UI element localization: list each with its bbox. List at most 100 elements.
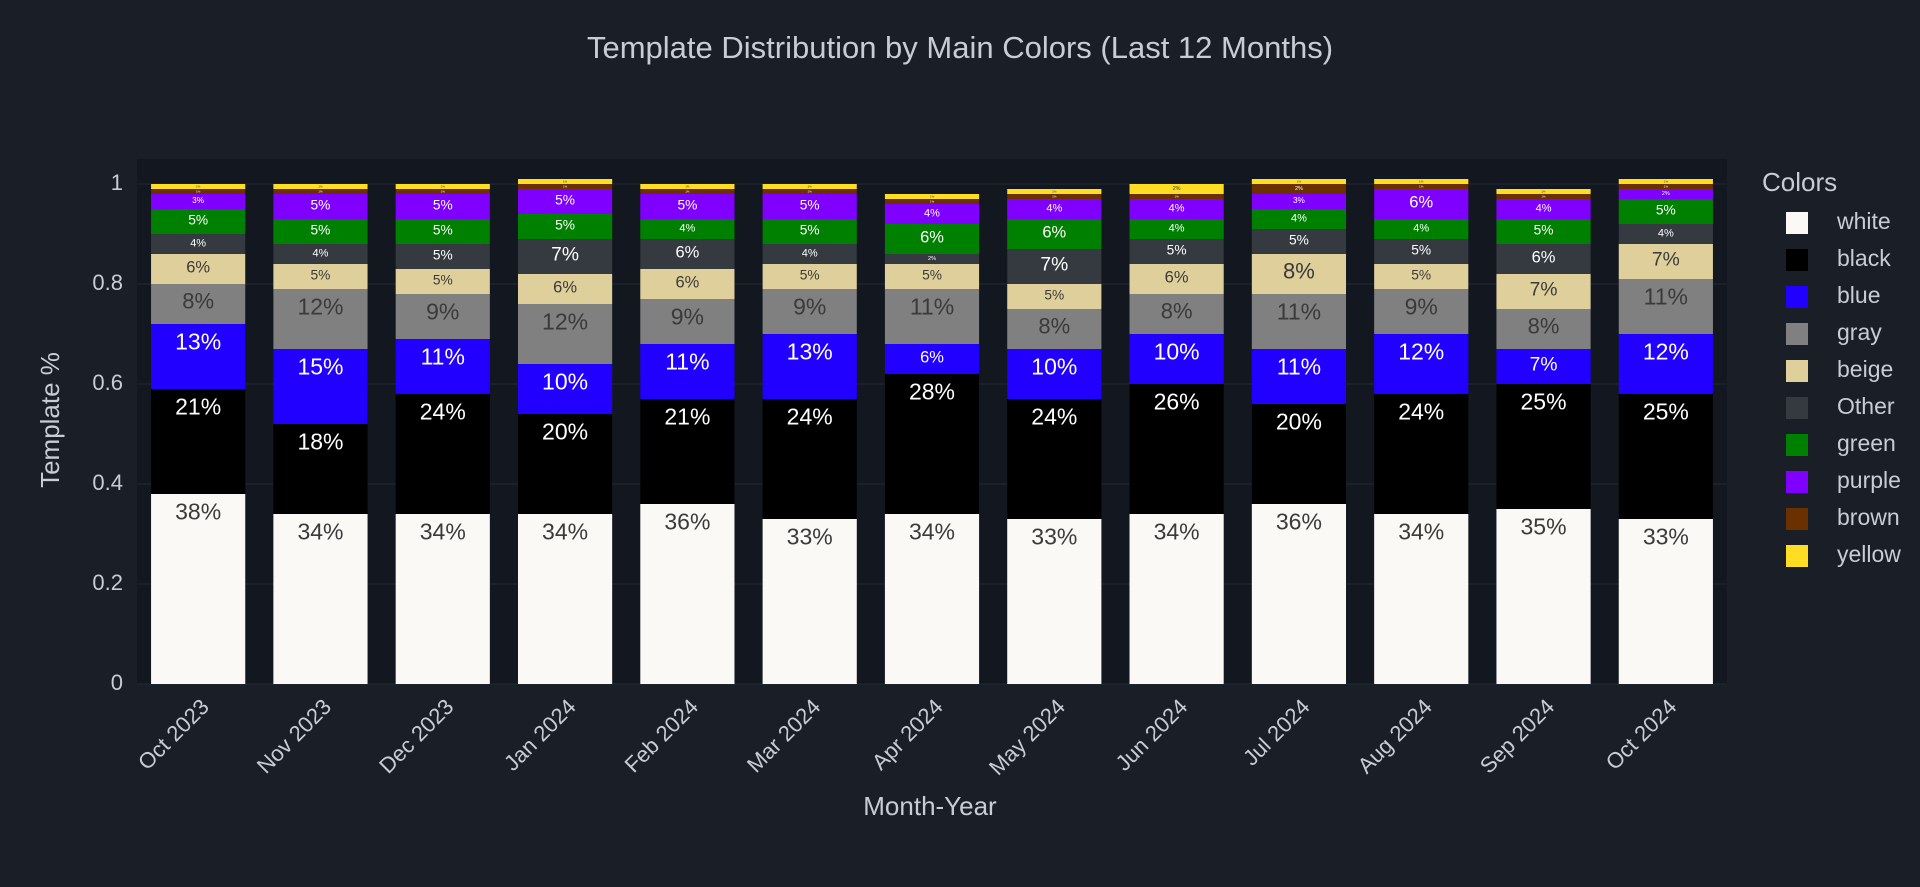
bar-segment: [1618, 179, 1713, 184]
bar-segment: [1496, 189, 1591, 194]
legend-label: brown: [1837, 504, 1900, 530]
data-label: 34%: [1398, 519, 1444, 545]
data-label: 1%: [1052, 194, 1057, 198]
bar-segment: [884, 289, 980, 344]
data-label: 1%: [1664, 184, 1669, 188]
bar-segment: [395, 244, 490, 269]
data-label: 5%: [800, 197, 820, 212]
bar-segment: [1496, 349, 1591, 384]
bar-segment: [395, 189, 490, 194]
data-label: 1%: [196, 184, 201, 188]
data-label: 24%: [1398, 399, 1444, 425]
bar-segment: [1251, 404, 1347, 504]
bar-segment: [1374, 334, 1469, 394]
data-label: 9%: [1405, 294, 1438, 320]
bar-segment: [151, 184, 246, 189]
legend-label: Other: [1837, 393, 1895, 419]
data-label: 26%: [1154, 389, 1200, 415]
bar-segment: [1618, 394, 1713, 519]
data-label: 21%: [175, 394, 221, 420]
bar-segment: [1496, 244, 1591, 274]
data-label: 5%: [1656, 202, 1676, 217]
data-label: 5%: [1534, 222, 1554, 237]
bar-segment: [1007, 189, 1102, 194]
bar-segment: [395, 294, 490, 339]
data-label: 6%: [553, 278, 577, 296]
data-label: 36%: [1276, 509, 1322, 535]
data-label: 5%: [1289, 232, 1309, 247]
data-label: 24%: [420, 399, 466, 425]
bar-segment: [517, 189, 613, 214]
bar-segment: [151, 284, 246, 324]
bar-segment: [640, 344, 735, 399]
data-label: 4%: [1046, 202, 1062, 214]
data-label: 28%: [909, 379, 955, 405]
data-label: 24%: [1031, 404, 1077, 430]
data-label: 34%: [420, 519, 466, 545]
data-label: 7%: [1652, 249, 1680, 270]
bar-segment: [1496, 384, 1591, 509]
bar-segment: [762, 184, 857, 189]
data-label: 10%: [1154, 339, 1200, 365]
data-label: 6%: [186, 258, 210, 276]
bar-segment: [762, 219, 857, 244]
data-label: 2%: [1662, 191, 1670, 197]
bar-segment: [762, 399, 857, 519]
data-label: 4%: [1536, 202, 1552, 214]
data-label: 2%: [1295, 186, 1303, 192]
y-axis-title: Template %: [35, 352, 65, 488]
data-label: 4%: [1169, 222, 1185, 234]
data-label: 11%: [1277, 299, 1321, 325]
data-label: 5%: [1411, 242, 1431, 257]
data-label: 6%: [1165, 268, 1189, 286]
legend-swatch: [1786, 360, 1808, 382]
bar-segment: [884, 264, 980, 289]
data-label: 1%: [196, 189, 201, 193]
bar-segment: [517, 214, 613, 239]
legend-swatch: [1786, 508, 1808, 530]
data-label: 25%: [1643, 399, 1689, 425]
data-label: 6%: [920, 228, 944, 246]
legend-label: white: [1836, 208, 1891, 234]
data-label: 8%: [1161, 299, 1193, 324]
bar-segment: [273, 244, 368, 264]
bar-segment: [1618, 184, 1713, 189]
data-label: 6%: [1042, 223, 1066, 241]
bar-segment: [640, 184, 735, 189]
data-label: 12%: [1643, 339, 1689, 365]
y-tick-label: 0.2: [92, 570, 123, 595]
data-label: 34%: [1154, 519, 1200, 545]
bar-segment: [1251, 194, 1347, 209]
bar-segment: [1251, 349, 1347, 404]
bar-segment: [273, 289, 368, 349]
data-label: 20%: [542, 419, 588, 445]
bar-segment: [517, 239, 613, 274]
data-label: 9%: [671, 304, 704, 330]
data-label: 5%: [800, 222, 820, 237]
data-label: 34%: [909, 519, 955, 545]
data-label: 12%: [1398, 339, 1444, 365]
bar-segment: [1618, 279, 1713, 334]
data-label: 6%: [1532, 248, 1556, 266]
bar-segment: [1251, 179, 1347, 184]
bar-segment: [884, 199, 980, 204]
bar-segment: [273, 424, 368, 514]
bar-segment: [1618, 334, 1713, 394]
bar-segment: [1129, 194, 1224, 199]
x-axis-title: Month-Year: [863, 791, 997, 821]
bar-segment: [395, 514, 490, 684]
data-label: 6%: [1409, 193, 1433, 211]
bar-segment: [273, 184, 368, 189]
bar-segment: [762, 244, 857, 264]
legend-swatch: [1786, 286, 1808, 308]
legend-swatch: [1786, 471, 1808, 493]
bar-segment: [517, 514, 613, 684]
data-label: 7%: [1530, 354, 1558, 375]
data-label: 4%: [679, 222, 695, 234]
bar-segment: [1251, 209, 1347, 229]
data-label: 1%: [808, 189, 813, 193]
bar-segment: [1496, 274, 1591, 309]
data-label: 33%: [787, 524, 833, 550]
bar-segment: [517, 274, 613, 304]
